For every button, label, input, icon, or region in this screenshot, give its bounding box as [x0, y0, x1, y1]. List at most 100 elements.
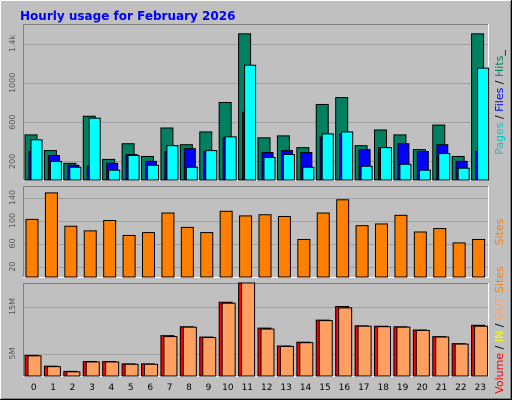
bar-sites-sites-0 — [25, 218, 39, 278]
bar-volume-out-0 — [27, 355, 42, 377]
x-tick-label-13: 13 — [280, 383, 291, 393]
bar-hits-files-pages-pages-9 — [205, 150, 218, 181]
bar-hits-files-pages-pages-13 — [282, 154, 295, 181]
bar-volume-out-15 — [318, 320, 333, 377]
bar-volume-out-18 — [377, 326, 391, 377]
x-tick-label-22: 22 — [455, 383, 466, 393]
bar-hits-files-pages-pages-19 — [399, 163, 412, 181]
bar-sites-sites-9 — [200, 232, 214, 278]
side-label-part-sites-0: Sites — [493, 218, 506, 245]
side-label-part-hits-files-pages-3: / — [493, 77, 506, 88]
bar-hits-files-pages-pages-12 — [263, 156, 276, 181]
bar-sites-sites-1 — [44, 192, 58, 278]
x-tick-label-9: 9 — [206, 383, 212, 393]
x-tick-label-20: 20 — [416, 383, 428, 393]
x-tick-label-15: 15 — [319, 383, 330, 393]
side-label-part-volume-4: OUT — [493, 296, 506, 320]
bar-hits-files-pages-pages-5 — [127, 154, 140, 181]
bar-sites-sites-8 — [180, 226, 194, 278]
x-tick-label-2: 2 — [70, 383, 76, 393]
bar-sites-sites-2 — [64, 225, 78, 278]
bar-sites-sites-20 — [413, 231, 427, 278]
bar-sites-sites-19 — [394, 214, 408, 278]
side-label-part-volume-2: IN — [493, 331, 506, 342]
bar-volume-out-14 — [299, 342, 314, 377]
bar-volume-out-11 — [241, 282, 256, 377]
x-tick-label-8: 8 — [186, 383, 192, 393]
bar-sites-sites-13 — [277, 215, 291, 278]
y-tick-label-sites-0: 20 — [8, 261, 17, 271]
x-tick-label-6: 6 — [147, 383, 153, 393]
bar-hits-files-pages-pages-8 — [185, 166, 198, 181]
x-tick-label-14: 14 — [300, 383, 312, 393]
side-label-part-volume-6: Sites — [493, 266, 506, 293]
bar-volume-out-23 — [474, 325, 489, 377]
y-tick-label-volume-1: 15M — [8, 298, 17, 315]
bar-volume-out-4 — [105, 361, 120, 377]
bar-volume-out-5 — [124, 363, 139, 377]
side-label-part-hits-files-pages-5: _ — [493, 50, 506, 57]
x-tick-label-10: 10 — [222, 383, 234, 393]
bar-volume-out-19 — [396, 326, 411, 377]
bar-sites-sites-23 — [472, 238, 486, 278]
panel-sites: 20 60 100 140 Sites — [8, 186, 506, 278]
x-tick-label-7: 7 — [167, 383, 173, 393]
side-label-part-volume-1: / — [493, 342, 506, 353]
bar-sites-sites-4 — [103, 220, 117, 278]
bar-hits-files-pages-pages-18 — [380, 147, 392, 181]
bar-hits-files-pages-pages-0 — [30, 139, 43, 181]
bar-volume-out-1 — [46, 366, 61, 377]
bar-volume-out-16 — [338, 307, 353, 377]
bar-volume-out-13 — [279, 345, 294, 377]
y-tick-label-sites-2: 100 — [8, 213, 17, 228]
x-tick-label-18: 18 — [377, 383, 389, 393]
bar-volume-out-20 — [415, 329, 430, 377]
x-tick-label-0: 0 — [31, 383, 37, 393]
bar-volume-out-9 — [202, 337, 217, 377]
panel-hits-files-pages: 200 600 1000 1.4k Pages / Files / Hits_ — [8, 24, 506, 181]
bar-volume-out-10 — [221, 302, 236, 377]
bar-volume-out-7 — [163, 336, 178, 377]
bar-sites-sites-15 — [316, 212, 330, 278]
bar-sites-sites-5 — [122, 234, 136, 278]
y-tick-label-hits-files-pages-2: 1000 — [8, 73, 17, 93]
bar-hits-files-pages-pages-22 — [457, 167, 470, 181]
x-axis: 0 1 2 3 4 5 6 7 8 9 10 11 12 13 14 15 16 17 18 19 20 21 22 23 — [31, 383, 486, 393]
bar-volume-out-22 — [454, 343, 469, 377]
bar-sites-sites-22 — [452, 242, 466, 278]
bar-hits-files-pages-pages-7 — [166, 145, 179, 181]
y-tick-label-hits-files-pages-1: 600 — [8, 114, 17, 129]
bar-hits-files-pages-pages-17 — [360, 165, 373, 181]
bar-sites-sites-21 — [433, 228, 447, 278]
side-label-volume: Volume / IN / OUT Sites — [493, 266, 506, 394]
bar-sites-sites-16 — [336, 199, 350, 278]
bar-sites-sites-3 — [83, 230, 97, 278]
panel-volume: 5M 15M Volume / IN / OUT Sites — [8, 266, 506, 394]
bar-volume-out-12 — [260, 328, 275, 377]
x-tick-label-5: 5 — [128, 383, 134, 393]
side-label-part-volume-0: Volume — [493, 353, 506, 394]
bar-hits-files-pages-pages-21 — [438, 153, 451, 181]
y-tick-label-sites-1: 60 — [8, 238, 17, 248]
bar-sites-sites-7 — [161, 212, 175, 278]
side-label-part-hits-files-pages-2: Files — [493, 87, 506, 111]
side-label-sites: Sites — [493, 218, 506, 245]
x-tick-label-23: 23 — [475, 383, 486, 393]
y-tick-label-hits-files-pages-0: 200 — [8, 154, 17, 169]
x-tick-label-1: 1 — [50, 383, 56, 393]
x-tick-label-3: 3 — [89, 383, 95, 393]
bar-hits-files-pages-pages-6 — [147, 164, 159, 181]
side-label-part-volume-3: / — [493, 320, 506, 331]
x-tick-label-12: 12 — [261, 383, 272, 393]
x-tick-label-4: 4 — [109, 383, 115, 393]
bar-volume-out-21 — [435, 336, 450, 377]
bar-hits-files-pages-pages-2 — [69, 166, 82, 181]
bar-volume-out-8 — [182, 326, 197, 377]
bar-sites-sites-11 — [239, 215, 253, 278]
bar-hits-files-pages-pages-11 — [244, 64, 257, 181]
side-label-part-hits-files-pages-4: Hits — [493, 55, 506, 77]
bar-hits-files-pages-pages-3 — [88, 117, 101, 181]
bar-sites-sites-12 — [258, 214, 272, 278]
y-tick-label-hits-files-pages-3: 1.4k — [8, 35, 17, 53]
